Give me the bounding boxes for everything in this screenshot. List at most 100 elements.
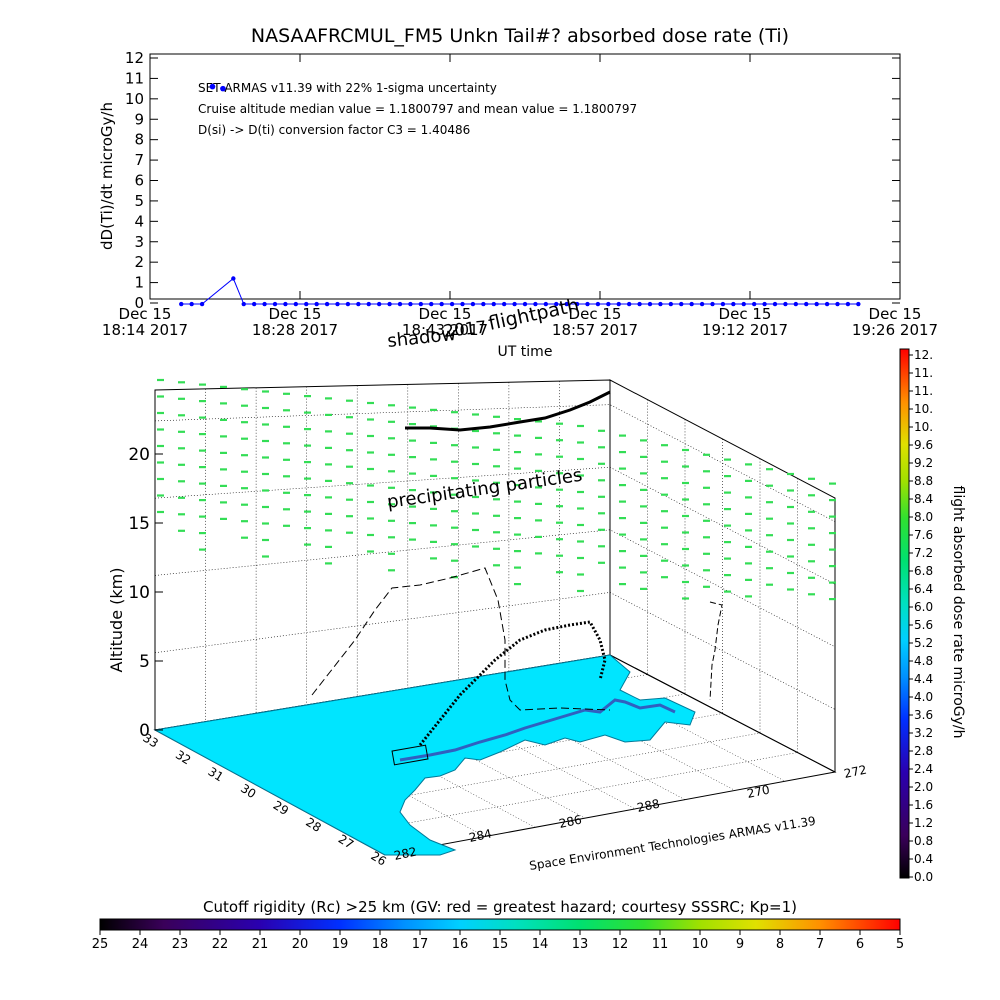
altitude-tick-label: 5 xyxy=(139,652,150,672)
altitude-tick-label: 0 xyxy=(139,721,150,741)
latitude-tick-label: 32 xyxy=(173,748,193,768)
dose-point xyxy=(345,301,351,307)
rigidity-tick-label: 10 xyxy=(692,937,709,952)
rigidity-tick-label: 14 xyxy=(532,937,549,952)
coastline xyxy=(399,698,676,762)
rigidity-tick-label: 24 xyxy=(132,937,149,952)
rigidity-tick-label: 7 xyxy=(816,937,824,952)
y-tick-label: 12 xyxy=(125,49,144,67)
dose-tick-label: 10. xyxy=(914,420,933,434)
dose-point xyxy=(512,301,517,307)
dose-point xyxy=(824,301,830,307)
x-tick-label-date: Dec 15 xyxy=(419,305,472,323)
dose-point xyxy=(595,301,601,307)
dose-tick-label: 12. xyxy=(914,348,933,362)
y-tick-label: 5 xyxy=(134,192,144,210)
flight-path-right xyxy=(709,601,723,701)
dose-tick-label: 0.8 xyxy=(914,834,933,848)
altitude-axis: 0 5 10 15 20 xyxy=(128,390,163,741)
dose-point xyxy=(835,301,840,307)
latitude-tick-label: 26 xyxy=(368,849,388,869)
x-tick-label-date: Dec 15 xyxy=(569,305,622,323)
dose-tick-label: 8.4 xyxy=(914,492,933,506)
dose-tick-label: 10. xyxy=(914,402,933,416)
y-tick-label: 2 xyxy=(134,253,144,271)
dose-point xyxy=(606,301,611,307)
x-tick-label-time: 18:28 2017 xyxy=(252,321,338,339)
x-tick-label-date: Dec 15 xyxy=(119,305,172,323)
dose-point xyxy=(418,301,424,307)
dose-point xyxy=(626,301,632,307)
y-tick-label: 7 xyxy=(134,151,144,169)
dose-point xyxy=(387,301,392,307)
shadow-year-label: 2017 xyxy=(442,318,487,342)
dose-point xyxy=(710,301,715,307)
dose-point xyxy=(731,301,736,307)
rigidity-colorbar-ticks: 25 24 23 22 21 20 19 18 17 16 15 14 13 12 11 10 9 8 7 6 5 xyxy=(92,930,904,952)
dose-tick-label: 2.4 xyxy=(914,762,933,776)
rigidity-tick-label: 6 xyxy=(856,937,864,952)
rigidity-tick-label: 8 xyxy=(776,937,784,952)
flight-path-shadow xyxy=(311,567,611,711)
y-tick-label: 9 xyxy=(134,110,144,128)
latitude-axis: 33 32 31 30 29 28 27 26 xyxy=(140,731,388,869)
dose-point xyxy=(845,301,851,307)
rigidity-tick-label: 5 xyxy=(896,937,904,952)
rigidity-tick-label: 13 xyxy=(572,937,589,952)
dose-tick-label: 5.2 xyxy=(914,636,933,650)
x-tick-label-date: Dec 15 xyxy=(269,305,322,323)
timeseries-x-label: UT time xyxy=(498,344,553,360)
dose-tick-label: 3.6 xyxy=(914,708,933,722)
rigidity-tick-label: 18 xyxy=(372,937,389,952)
dose-tick-label: 4.4 xyxy=(914,672,933,686)
dose-point xyxy=(262,301,267,307)
dose-point xyxy=(699,301,705,307)
latitude-tick-label: 28 xyxy=(303,815,323,835)
dose-point xyxy=(793,301,799,307)
latitude-tick-label: 31 xyxy=(206,764,226,784)
annotation-line: Cruise altitude median value = 1.1800797… xyxy=(198,102,637,116)
dose-point xyxy=(814,301,819,307)
dose-point xyxy=(783,301,788,307)
timeseries-plot-frame xyxy=(149,53,901,300)
annotation-line: D(si) -> D(ti) conversion factor C3 = 1.… xyxy=(198,123,470,137)
longitude-tick-label: 270 xyxy=(746,782,771,800)
timeseries-y-label: dD(Ti)/dt microGy/h xyxy=(98,102,116,250)
dose-point xyxy=(449,301,455,307)
dose-point xyxy=(335,301,340,307)
dose-point xyxy=(679,301,684,307)
dose-line xyxy=(181,277,859,305)
timeseries-series xyxy=(179,83,861,307)
x-tick-label-time: 19:12 2017 xyxy=(702,321,788,339)
y-tick-label: 3 xyxy=(134,233,144,251)
dose-point xyxy=(616,301,621,307)
latitude-tick-label: 30 xyxy=(238,781,258,801)
dose-colorbar-label: flight absorbed dose rate microGy/h xyxy=(950,486,966,739)
annotation-line: SET ARMAS v11.39 with 22% 1-sigma uncert… xyxy=(198,81,497,95)
dose-point xyxy=(189,301,194,307)
rigidity-tick-label: 11 xyxy=(652,937,669,952)
dose-tick-label: 0.4 xyxy=(914,852,933,866)
dose-point xyxy=(460,301,465,307)
rigidity-tick-label: 23 xyxy=(172,937,189,952)
dose-point xyxy=(356,301,361,307)
latitude-tick-label: 27 xyxy=(336,832,356,852)
dose-point xyxy=(470,301,476,307)
dose-colorbar-ticks: 12. 11. 11. 10. 10. 9.6 9.2 8.8 8.4 8.0 7.6 7.2 6.8 6… xyxy=(909,348,933,884)
longitude-tick-label: 282 xyxy=(393,844,418,862)
dose-point xyxy=(522,301,528,307)
dose-point xyxy=(501,301,507,307)
rigidity-tick-label: 25 xyxy=(92,937,109,952)
x-tick-label-time: 18:14 2017 xyxy=(102,321,188,339)
y-tick-label: 6 xyxy=(134,172,144,190)
altitude-tick-label: 15 xyxy=(128,514,150,534)
y-tick-label: 11 xyxy=(125,69,144,87)
precipitating-particles xyxy=(157,378,836,601)
dose-tick-label: 9.6 xyxy=(914,438,933,452)
dose-point xyxy=(658,301,663,307)
longitude-tick-label: 284 xyxy=(468,826,493,844)
wall-gridline xyxy=(154,466,836,585)
x-tick-label-time: 18:43 2017 xyxy=(402,321,488,339)
rigidity-tick-label: 15 xyxy=(492,937,509,952)
